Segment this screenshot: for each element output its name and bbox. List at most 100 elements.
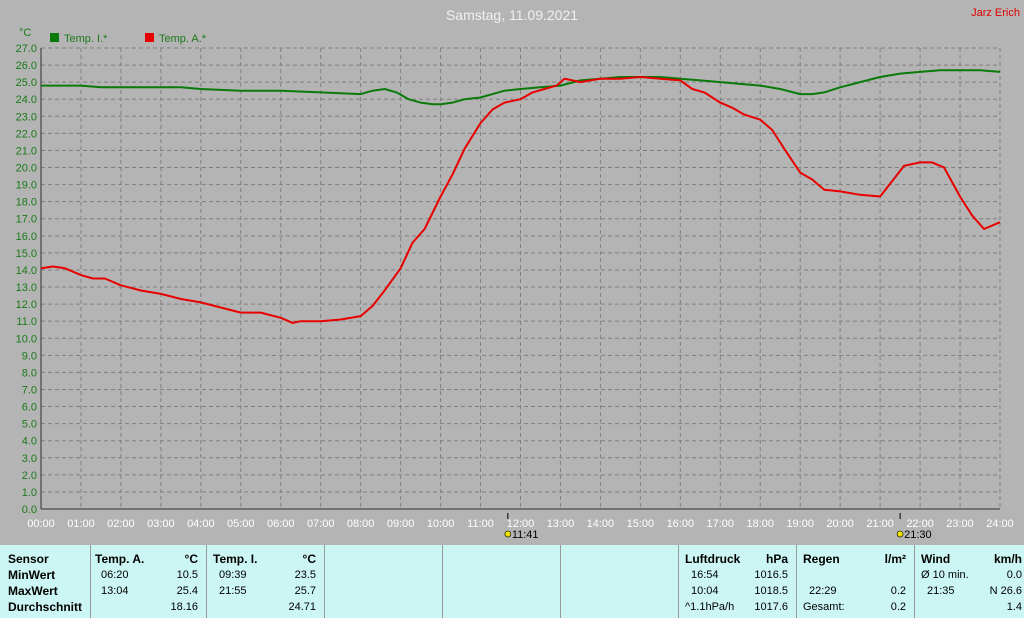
temp-a-unit: °C bbox=[184, 552, 198, 566]
x-tick-label: 16:00 bbox=[667, 518, 695, 530]
x-tick-label: 12:00 bbox=[507, 518, 535, 530]
stats-empty-column-3 bbox=[560, 545, 678, 618]
rain-total-value: 0.2 bbox=[890, 601, 906, 613]
temp-a-min-time: 06:20 bbox=[101, 569, 129, 581]
rain-total-label: Gesamt: bbox=[803, 601, 845, 613]
wind-max-time: 21:35 bbox=[927, 585, 955, 597]
legend-label: Temp. I.* bbox=[64, 33, 108, 45]
temp-i-min-value: 23.5 bbox=[294, 569, 316, 581]
minwert-label: MinWert bbox=[8, 568, 56, 582]
temp-a-min-value: 10.5 bbox=[176, 569, 198, 581]
x-tick-label: 23:00 bbox=[946, 518, 974, 530]
y-tick-label: 23.0 bbox=[16, 111, 37, 123]
temp-i-max-time: 21:55 bbox=[219, 585, 247, 597]
temp-a-max-time: 13:04 bbox=[101, 585, 129, 597]
x-tick-label: 17:00 bbox=[707, 518, 735, 530]
pressure-min-time: 16:54 bbox=[691, 569, 719, 581]
y-tick-label: 26.0 bbox=[16, 60, 37, 72]
rain-unit: l/m² bbox=[884, 552, 906, 566]
sensor-header: Sensor bbox=[8, 552, 49, 566]
temp-i-max-value: 25.7 bbox=[294, 585, 316, 597]
y-tick-label: 0.0 bbox=[22, 504, 37, 516]
x-tick-label: 05:00 bbox=[227, 518, 255, 530]
axes: 0.0 1.0 2.0 3.0 4.0 5.0 6.0 7.0 8.0 9.0 10.0 11.0 12… bbox=[16, 43, 1014, 530]
time-markers: 11:41 21:30 bbox=[504, 513, 932, 541]
y-tick-label: 19.0 bbox=[16, 180, 37, 192]
stats-table: Sensor MinWert MaxWert Durchschnitt Temp… bbox=[0, 545, 1024, 618]
legend: Temp. I.* Temp. A.* bbox=[50, 33, 207, 45]
pressure-header: Luftdruck bbox=[685, 552, 741, 566]
y-tick-label: 13.0 bbox=[16, 282, 37, 294]
x-tick-label: 24:00 bbox=[986, 518, 1014, 530]
y-tick-label: 11.0 bbox=[16, 316, 37, 328]
stats-rain-column: Regen l/m² 22:29 0.2 Gesamt: 0.2 bbox=[796, 545, 914, 618]
temp-i-min-time: 09:39 bbox=[219, 569, 247, 581]
maxwert-label: MaxWert bbox=[8, 584, 58, 598]
y-tick-label: 1.0 bbox=[22, 487, 37, 499]
temp-i-header: Temp. I. bbox=[213, 552, 258, 566]
rain-max-value: 0.2 bbox=[890, 585, 906, 597]
marker-label: 11:41 bbox=[512, 529, 539, 541]
y-tick-label: 9.0 bbox=[22, 350, 37, 362]
x-tick-label: 01:00 bbox=[67, 518, 95, 530]
marker-label: 21:30 bbox=[904, 529, 932, 541]
y-tick-label: 6.0 bbox=[22, 402, 37, 414]
stats-temp-a-column: Temp. A. °C 06:20 10.5 13:04 25.4 18.16 bbox=[90, 545, 206, 618]
x-tick-label: 22:00 bbox=[906, 518, 934, 530]
stats-empty-column-2 bbox=[442, 545, 560, 618]
x-tick-label: 15:00 bbox=[627, 518, 655, 530]
stats-pressure-column: Luftdruck hPa 16:54 1016.5 10:04 1018.5 … bbox=[678, 545, 796, 618]
x-tick-label: 07:00 bbox=[307, 518, 335, 530]
chart-area: Samstag, 11.09.2021 Jarz Erich °C 0.0 1.0… bbox=[16, 7, 1020, 541]
x-tick-label: 11:00 bbox=[467, 518, 494, 530]
y-tick-label: 27.0 bbox=[16, 43, 37, 55]
series-line bbox=[40, 76, 1001, 324]
temp-a-max-value: 25.4 bbox=[176, 585, 198, 597]
x-tick-label: 21:00 bbox=[866, 518, 894, 530]
y-tick-label: 18.0 bbox=[16, 197, 37, 209]
y-tick-label: 3.0 bbox=[22, 453, 37, 465]
pressure-max-value: 1018.5 bbox=[754, 585, 788, 597]
sun-icon bbox=[504, 530, 512, 538]
wind-header: Wind bbox=[921, 552, 951, 566]
wind-unit: km/h bbox=[993, 552, 1022, 566]
x-tick-label: 19:00 bbox=[786, 518, 814, 530]
y-tick-label: 2.0 bbox=[22, 470, 37, 482]
temp-a-avg-value: 18.16 bbox=[170, 601, 198, 613]
y-tick-label: 7.0 bbox=[22, 384, 37, 396]
y-tick-label: 10.0 bbox=[16, 333, 37, 345]
wind-max-value: N 26.6 bbox=[989, 585, 1022, 597]
pressure-trend-label: ^1.1hPa/h bbox=[685, 601, 735, 613]
legend-label: Temp. A.* bbox=[159, 33, 207, 45]
y-tick-label: 21.0 bbox=[16, 145, 37, 157]
pressure-min-value: 1016.5 bbox=[754, 569, 788, 581]
x-tick-label: 10:00 bbox=[427, 518, 455, 530]
x-tick-label: 14:00 bbox=[587, 518, 615, 530]
y-tick-label: 12.0 bbox=[16, 299, 37, 311]
sun-icon bbox=[896, 530, 904, 538]
grid bbox=[40, 47, 1001, 510]
temp-i-avg-value: 24.71 bbox=[288, 601, 316, 613]
wind-avg-value: 1.4 bbox=[1006, 601, 1022, 613]
stats-wind-column: Wind km/h Ø 10 min. 0.0 21:35 N 26.6 1.4 bbox=[914, 545, 1024, 618]
y-tick-label: 14.0 bbox=[16, 265, 37, 277]
x-tick-label: 00:00 bbox=[27, 518, 55, 530]
x-tick-label: 02:00 bbox=[107, 518, 135, 530]
y-tick-label: 24.0 bbox=[16, 94, 37, 106]
temperature-chart: Samstag, 11.09.2021 Jarz Erich °C 0.0 1.0… bbox=[16, 7, 1020, 541]
x-tick-label: 03:00 bbox=[147, 518, 175, 530]
y-tick-label: 22.0 bbox=[16, 128, 37, 140]
series-line bbox=[41, 69, 1001, 106]
temp-a-header: Temp. A. bbox=[95, 552, 145, 566]
chart-title: Samstag, 11.09.2021 bbox=[446, 7, 578, 23]
y-tick-label: 15.0 bbox=[16, 248, 37, 260]
stats-sensor-column: Sensor MinWert MaxWert Durchschnitt bbox=[0, 545, 90, 618]
y-tick-label: 4.0 bbox=[22, 436, 37, 448]
y-tick-label: 8.0 bbox=[22, 367, 37, 379]
y-tick-label: 16.0 bbox=[16, 231, 37, 243]
x-tick-label: 08:00 bbox=[347, 518, 375, 530]
wind-min-value: 0.0 bbox=[1006, 569, 1022, 581]
x-tick-label: 04:00 bbox=[187, 518, 215, 530]
legend-swatch bbox=[50, 33, 59, 42]
stats-empty-column-1 bbox=[324, 545, 442, 618]
